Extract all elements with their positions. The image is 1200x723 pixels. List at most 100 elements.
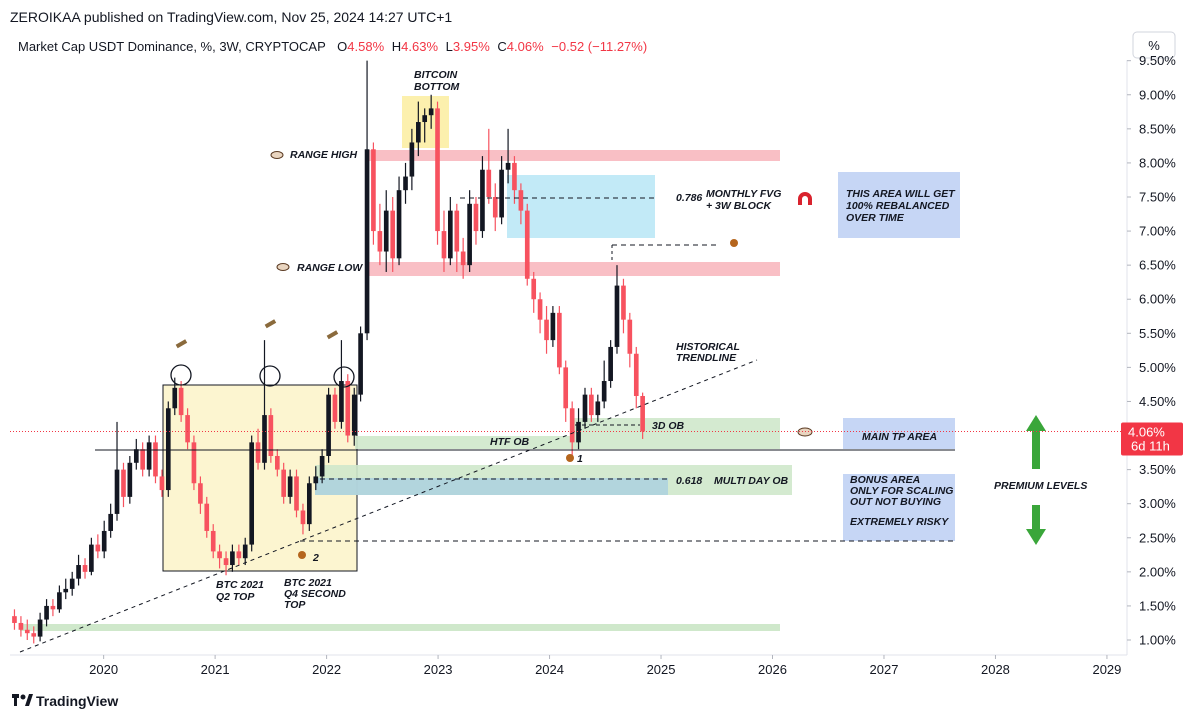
symbol-title: Market Cap USDT Dominance, %, 3W, CRYPTO… <box>18 39 326 54</box>
candle-body <box>345 381 351 436</box>
candle-body <box>409 142 415 177</box>
hammer-icon <box>264 319 277 329</box>
candle-body <box>595 401 601 416</box>
candle-body <box>146 442 152 470</box>
annotation: 0.786 <box>676 192 702 204</box>
candle-body <box>460 251 466 266</box>
candle-body <box>114 469 120 514</box>
candle-body <box>274 455 280 470</box>
candle-body <box>185 415 190 443</box>
annotation: RANGE LOW <box>297 262 363 274</box>
top-circle <box>333 366 355 388</box>
candle-body <box>153 442 158 477</box>
candle-body <box>518 190 524 211</box>
candle-body <box>351 394 357 436</box>
x-tick-label: 2020 <box>89 662 118 677</box>
legend-o: O <box>337 39 347 54</box>
candle-body <box>512 162 517 191</box>
candle-body <box>492 196 498 218</box>
top-circle <box>259 365 281 387</box>
candle-body <box>377 231 383 252</box>
candle-body <box>300 510 306 525</box>
candle-body <box>364 149 370 334</box>
annotation: THIS AREA WILL GET <box>846 188 956 200</box>
y-tick-label: 9.00% <box>1139 87 1176 102</box>
candle-body <box>236 551 242 559</box>
candle-body <box>281 469 287 497</box>
y-tick-label: 3.50% <box>1139 462 1176 477</box>
candle-body <box>287 476 293 497</box>
legend-o-value: 4.58% <box>347 39 384 54</box>
legend-line: Market Cap USDT Dominance, %, 3W, CRYPTO… <box>18 39 647 54</box>
eye-icon <box>270 151 284 159</box>
candle-body <box>550 312 556 341</box>
eye-icon <box>797 427 813 437</box>
candle-body <box>108 513 113 531</box>
candle-body <box>159 476 165 491</box>
candle-body <box>319 455 325 477</box>
x-tick-label: 2028 <box>981 662 1010 677</box>
candle-body <box>255 442 261 463</box>
x-tick-label: 2024 <box>535 662 564 677</box>
y-tick-label: 5.50% <box>1139 326 1176 341</box>
hammer-icons <box>175 319 339 349</box>
candle-body <box>332 394 338 422</box>
top-circle <box>170 364 192 386</box>
annotation: 3D OB <box>652 420 685 432</box>
candle-body <box>262 415 267 463</box>
y-tick-label: 2.50% <box>1139 530 1176 545</box>
scale-button-label[interactable]: % <box>1148 38 1160 53</box>
y-tick-label: 1.50% <box>1139 598 1176 613</box>
annotation: TRENDLINE <box>676 352 737 364</box>
candle-body <box>217 551 222 559</box>
annotation: MULTI DAY OB <box>714 475 788 487</box>
legend-c-value: 4.06% <box>507 39 544 54</box>
logo-part <box>25 694 33 706</box>
legend-l-value: 3.95% <box>453 39 490 54</box>
candle-body <box>37 619 43 637</box>
candle-body <box>339 381 344 422</box>
annotation: BONUS AREA <box>850 474 920 486</box>
footer-brand: TradingView <box>36 693 118 709</box>
fvg-box <box>507 175 655 238</box>
annotation: PREMIUM LEVELS <box>994 480 1087 492</box>
candle-body <box>204 503 210 531</box>
candle-body <box>544 319 549 341</box>
annotation: RANGE HIGH <box>290 149 358 161</box>
y-tick-label: 7.00% <box>1139 224 1176 239</box>
x-tick-label: 2021 <box>201 662 230 677</box>
candle-body <box>448 210 453 259</box>
annotation: OUT NOT BUYING <box>850 496 941 508</box>
candle-body <box>24 629 30 634</box>
logo-part <box>14 694 17 706</box>
annotation: 2 <box>312 552 319 564</box>
last-price-label: 4.06% <box>1128 424 1165 439</box>
annotation: BOTTOM <box>414 81 460 93</box>
candle-body <box>82 565 88 572</box>
candle-body <box>537 299 543 320</box>
candle-body <box>172 387 178 409</box>
candle-body <box>390 210 396 259</box>
annotation: BTC 2021 <box>216 579 264 591</box>
candle-body <box>416 122 421 143</box>
scale-button[interactable] <box>1132 31 1176 59</box>
candle-body <box>140 449 145 470</box>
candle-body <box>95 544 101 552</box>
y-tick-label: 6.50% <box>1139 258 1176 273</box>
y-tick-label: 2.00% <box>1139 564 1176 579</box>
x-tick-label: 2029 <box>1092 662 1121 677</box>
annotation: HISTORICAL <box>676 341 740 353</box>
candle-body <box>76 565 81 579</box>
candle-body <box>326 394 331 456</box>
candle-body <box>306 483 312 525</box>
candle-body <box>198 483 203 504</box>
candle-body <box>63 588 69 593</box>
annotation: EXTREMELY RISKY <box>850 516 949 528</box>
multi-day-ob-overlay <box>315 478 668 495</box>
legend-change: −0.52 (−11.27%) <box>551 39 647 54</box>
y-tick-label: 9.50% <box>1139 53 1176 68</box>
candle-body <box>44 605 49 620</box>
candle-body <box>249 442 255 545</box>
